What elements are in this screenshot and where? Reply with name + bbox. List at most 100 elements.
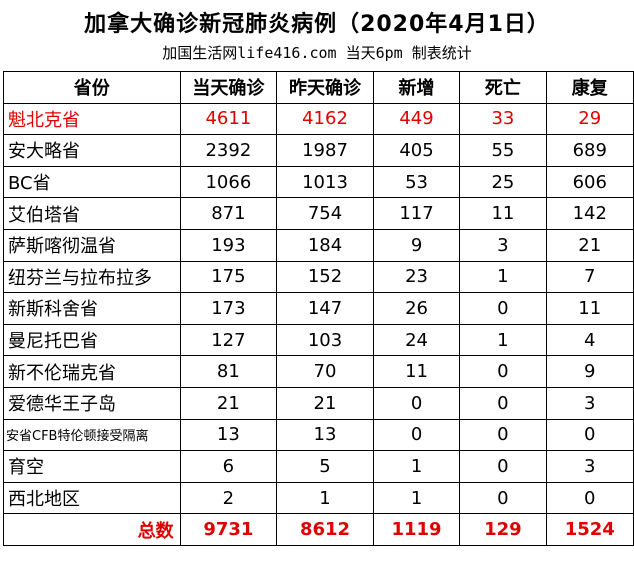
table-row: 西北地区 2 1 1 0 0 [3, 481, 634, 515]
header-deaths: 死亡 [459, 71, 547, 104]
new-cell: 449 [372, 102, 461, 136]
new-cell: 0 [372, 386, 461, 420]
today-cell: 2 [179, 481, 278, 515]
new-cell: 0 [372, 418, 461, 452]
total-label: 总数 [3, 513, 181, 546]
today-cell: 1066 [179, 165, 278, 199]
province-cell: 新斯科舍省 [3, 292, 181, 325]
today-cell: 193 [179, 228, 278, 262]
table-row: 新斯科舍省 173 147 26 0 11 [3, 292, 634, 325]
new-cell: 23 [372, 260, 461, 294]
today-cell: 6 [179, 450, 278, 483]
table-row: 新不伦瑞克省 81 70 11 0 9 [3, 355, 634, 388]
deaths-cell: 1 [459, 323, 547, 357]
province-cell: 艾伯塔省 [3, 197, 181, 230]
page-title: 加拿大确诊新冠肺炎病例（2020年4月1日） [84, 12, 550, 37]
today-cell: 871 [179, 197, 278, 230]
recovered-cell: 142 [545, 197, 634, 230]
yesterday-cell: 152 [276, 260, 374, 294]
table-row: 纽芬兰与拉布拉多 175 152 23 1 7 [3, 260, 634, 294]
province-cell: 育空 [3, 450, 181, 483]
table-row: 安大略省 2392 1987 405 55 689 [3, 134, 634, 167]
new-cell: 24 [372, 323, 461, 357]
province-cell: 萨斯喀彻温省 [3, 228, 181, 262]
new-cell: 9 [372, 228, 461, 262]
recovered-cell: 0 [545, 418, 634, 452]
total-yesterday: 8612 [276, 513, 374, 546]
deaths-cell: 33 [459, 102, 547, 136]
today-cell: 2392 [179, 134, 278, 167]
header-new: 新增 [372, 71, 461, 104]
table-row: 爱德华王子岛 21 21 0 0 3 [3, 386, 634, 420]
today-cell: 81 [179, 355, 278, 388]
recovered-cell: 689 [545, 134, 634, 167]
recovered-cell: 3 [545, 386, 634, 420]
page-subtitle: 加国生活网life416.com 当天6pm 制表统计 [162, 44, 472, 62]
deaths-cell: 0 [459, 386, 547, 420]
yesterday-cell: 1987 [276, 134, 374, 167]
deaths-cell: 1 [459, 260, 547, 294]
table-header-row: 省份 当天确诊 昨天确诊 新增 死亡 康复 [3, 71, 634, 104]
recovered-cell: 7 [545, 260, 634, 294]
today-cell: 175 [179, 260, 278, 294]
table-row: 安省CFB特伦顿接受隔离 13 13 0 0 0 [3, 418, 634, 452]
yesterday-cell: 70 [276, 355, 374, 388]
today-cell: 127 [179, 323, 278, 357]
total-deaths: 129 [459, 513, 547, 546]
deaths-cell: 0 [459, 481, 547, 515]
new-cell: 26 [372, 292, 461, 325]
table-row: 曼尼托巴省 127 103 24 1 4 [3, 323, 634, 357]
yesterday-cell: 103 [276, 323, 374, 357]
recovered-cell: 4 [545, 323, 634, 357]
deaths-cell: 0 [459, 292, 547, 325]
new-cell: 1 [372, 481, 461, 515]
recovered-cell: 21 [545, 228, 634, 262]
deaths-cell: 0 [459, 355, 547, 388]
total-recovered: 1524 [545, 513, 634, 546]
header-province: 省份 [3, 71, 181, 104]
table-row: 魁北克省 4611 4162 449 33 29 [3, 102, 634, 136]
header-today: 当天确诊 [179, 71, 278, 104]
today-cell: 4611 [179, 102, 278, 136]
province-cell: BC省 [3, 165, 181, 199]
recovered-cell: 11 [545, 292, 634, 325]
province-cell: 魁北克省 [3, 102, 181, 136]
province-cell: 西北地区 [3, 481, 181, 515]
yesterday-cell: 147 [276, 292, 374, 325]
table-row: 育空 6 5 1 0 3 [3, 450, 634, 483]
total-new: 1119 [372, 513, 461, 546]
header-yesterday: 昨天确诊 [276, 71, 374, 104]
recovered-cell: 0 [545, 481, 634, 515]
recovered-cell: 3 [545, 450, 634, 483]
yesterday-cell: 1013 [276, 165, 374, 199]
deaths-cell: 3 [459, 228, 547, 262]
province-cell: 新不伦瑞克省 [3, 355, 181, 388]
deaths-cell: 11 [459, 197, 547, 230]
header-recovered: 康复 [545, 71, 634, 104]
province-cell: 曼尼托巴省 [3, 323, 181, 357]
today-cell: 173 [179, 292, 278, 325]
today-cell: 21 [179, 386, 278, 420]
yesterday-cell: 5 [276, 450, 374, 483]
yesterday-cell: 1 [276, 481, 374, 515]
recovered-cell: 29 [545, 102, 634, 136]
yesterday-cell: 754 [276, 197, 374, 230]
table-row: 艾伯塔省 871 754 117 11 142 [3, 197, 634, 230]
province-cell: 爱德华王子岛 [3, 386, 181, 420]
new-cell: 11 [372, 355, 461, 388]
table-row: 萨斯喀彻温省 193 184 9 3 21 [3, 228, 634, 262]
yesterday-cell: 13 [276, 418, 374, 452]
deaths-cell: 25 [459, 165, 547, 199]
table-row: BC省 1066 1013 53 25 606 [3, 165, 634, 199]
new-cell: 1 [372, 450, 461, 483]
cases-table: 省份 当天确诊 昨天确诊 新增 死亡 康复 魁北克省 4611 4162 449… [3, 71, 634, 546]
deaths-cell: 55 [459, 134, 547, 167]
yesterday-cell: 184 [276, 228, 374, 262]
province-cell: 纽芬兰与拉布拉多 [3, 260, 181, 294]
total-today: 9731 [179, 513, 278, 546]
yesterday-cell: 21 [276, 386, 374, 420]
province-cell: 安省CFB特伦顿接受隔离 [3, 418, 181, 452]
new-cell: 53 [372, 165, 461, 199]
today-cell: 13 [179, 418, 278, 452]
deaths-cell: 0 [459, 418, 547, 452]
